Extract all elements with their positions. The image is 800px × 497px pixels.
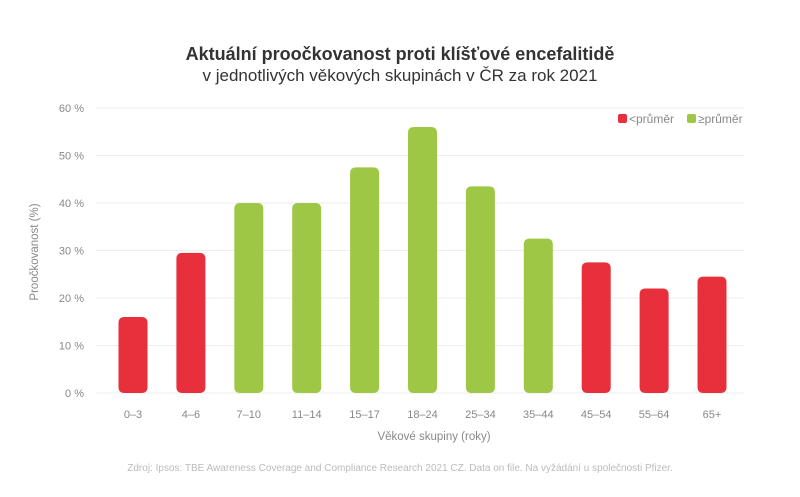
bar-4–6 bbox=[176, 252, 206, 393]
chart-subtitle: v jednotlivých věkových skupinách v ČR z… bbox=[202, 66, 598, 85]
source-note: Zdroj: Ipsos: TBE Awareness Coverage and… bbox=[127, 463, 673, 474]
x-tick-label: 35–44 bbox=[523, 409, 554, 421]
bar-15–17 bbox=[350, 167, 380, 393]
x-tick-label: 18–24 bbox=[407, 409, 438, 421]
bar-65+ bbox=[697, 276, 727, 393]
x-tick-label: 55–64 bbox=[639, 409, 670, 421]
legend-swatch-above bbox=[687, 114, 696, 123]
bar-55–64 bbox=[639, 288, 669, 393]
x-tick-label: 4–6 bbox=[182, 409, 200, 421]
y-axis-label: Proočkovanost (%) bbox=[29, 203, 41, 300]
legend-label-below: <průměr bbox=[629, 112, 674, 126]
bar-7–10 bbox=[234, 203, 264, 393]
y-tick-label: 40 % bbox=[59, 198, 84, 210]
legend-label-above: ≥průměr bbox=[698, 112, 743, 126]
legend: <průměr ≥průměr bbox=[618, 112, 743, 126]
x-tick-label: 7–10 bbox=[237, 409, 261, 421]
y-axis-ticks: 0 % 10 % 20 % 30 % 40 % 50 % 60 % bbox=[59, 103, 84, 400]
chart-title: Aktuální proočkovanost proti klíšťové en… bbox=[185, 44, 615, 64]
y-tick-label: 60 % bbox=[59, 103, 84, 115]
y-tick-label: 30 % bbox=[59, 246, 84, 258]
x-tick-label: 0–3 bbox=[124, 409, 142, 421]
x-tick-label: 11–14 bbox=[292, 409, 322, 421]
bar-11–14 bbox=[292, 203, 322, 393]
y-tick-label: 0 % bbox=[65, 388, 84, 400]
x-tick-label: 65+ bbox=[703, 409, 722, 421]
bar-25–34 bbox=[465, 186, 495, 393]
legend-swatch-below bbox=[618, 114, 627, 123]
bar-35–44 bbox=[523, 238, 553, 393]
y-tick-label: 10 % bbox=[59, 341, 84, 353]
y-tick-label: 20 % bbox=[59, 293, 84, 305]
bar-0–3 bbox=[118, 317, 148, 393]
bar-18–24 bbox=[408, 127, 437, 393]
x-tick-label: 15–17 bbox=[349, 409, 380, 421]
y-tick-label: 50 % bbox=[59, 151, 84, 163]
bar-45–54 bbox=[581, 262, 611, 393]
bars bbox=[118, 127, 727, 393]
x-tick-label: 45–54 bbox=[581, 409, 612, 421]
x-axis-label: Věkové skupiny (roky) bbox=[377, 431, 490, 443]
x-tick-label: 25–34 bbox=[465, 409, 496, 421]
x-axis-ticks: 0–3 4–6 7–10 11–14 15–17 18–24 25–34 35–44 45–54… bbox=[124, 409, 722, 421]
